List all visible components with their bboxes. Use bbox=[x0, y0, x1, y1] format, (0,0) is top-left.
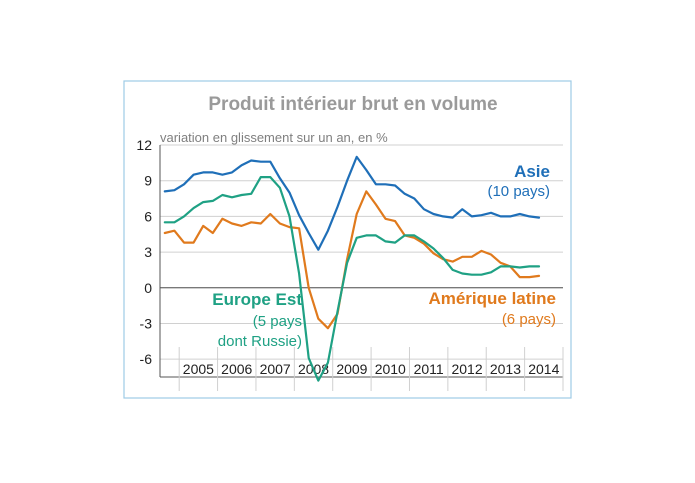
series-line-europe-est bbox=[163, 176, 541, 382]
grid-layer bbox=[159, 144, 564, 391]
y-tick-label: 3 bbox=[144, 244, 152, 260]
series-sublabel-asie: (10 pays) bbox=[487, 183, 550, 200]
x-tick-label: 2014 bbox=[528, 361, 559, 377]
x-tick-label: 2007 bbox=[260, 361, 291, 377]
x-tick-label: 2013 bbox=[490, 361, 521, 377]
chart-border bbox=[123, 80, 572, 399]
y-tick-label: 9 bbox=[144, 173, 152, 189]
x-tick-label: 2010 bbox=[375, 361, 406, 377]
series-line-asie bbox=[163, 155, 541, 251]
x-tick-label: 2006 bbox=[221, 361, 252, 377]
series-label-europe-est: Europe Est bbox=[212, 290, 302, 309]
series-label-amerique-latine: Amérique latine bbox=[428, 289, 556, 308]
x-tick-label: 2005 bbox=[183, 361, 214, 377]
y-tick-label: 0 bbox=[144, 280, 152, 296]
x-tick-label: 2009 bbox=[336, 361, 367, 377]
y-tick-label: -3 bbox=[140, 315, 153, 331]
series-label-asie: Asie bbox=[514, 162, 550, 181]
y-tick-label: -6 bbox=[140, 351, 153, 367]
series-sublabel-europe-est: (5 pays bbox=[253, 313, 302, 330]
y-tick-label: 12 bbox=[136, 137, 152, 153]
x-tick-label: 2011 bbox=[414, 361, 444, 377]
series-layer bbox=[163, 155, 541, 382]
series-line-amerique-latine bbox=[163, 190, 541, 330]
chart-title: Produit intérieur brut en volume bbox=[208, 94, 497, 115]
y-axis-ticks: 12 9 6 3 0 -3 -6 bbox=[136, 137, 152, 367]
series-sublabel2-europe-est: dont Russie) bbox=[218, 333, 302, 350]
chart-subtitle: variation en glissement sur un an, en % bbox=[160, 130, 388, 145]
series-sublabel-amerique-latine: (6 pays) bbox=[502, 311, 556, 328]
x-axis-ticks: 2005 2006 2007 2008 2009 2010 2011 2012 2013 2014 bbox=[183, 361, 560, 377]
x-tick-label: 2012 bbox=[451, 361, 482, 377]
y-tick-label: 6 bbox=[144, 208, 152, 224]
